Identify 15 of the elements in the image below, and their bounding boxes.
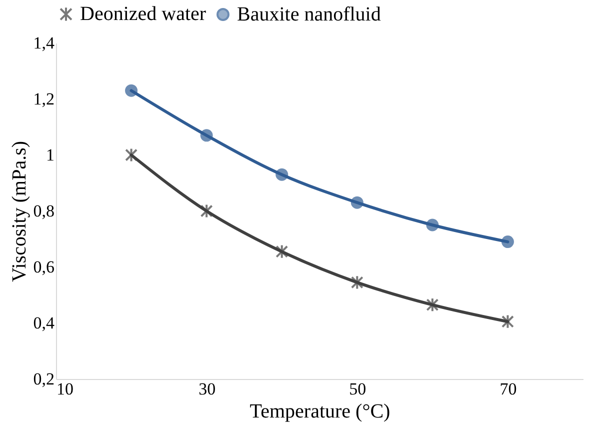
y-tick-label: 0,6 [33,258,54,276]
legend-label: Bauxite nanofluid [237,4,381,26]
y-tick-label: 1,2 [33,90,54,108]
y-tick-label: 0,8 [33,202,54,220]
x-axis-title: Temperature (°C) [250,400,390,422]
y-tick-label: 0,4 [33,314,55,332]
y-tick-label: 0,2 [33,370,54,388]
y-axis-title: Viscosity (mPa.s) [8,140,30,282]
legend-label: Deonized water [80,3,206,26]
x-tick-label: 10 [56,380,74,398]
y-tick-label: 1,4 [33,34,55,52]
y-tick-label: 1 [46,146,54,164]
x-tick-label: 30 [198,380,216,398]
x-tick-label: 50 [349,380,366,398]
x-tick-label: 70 [500,380,517,398]
